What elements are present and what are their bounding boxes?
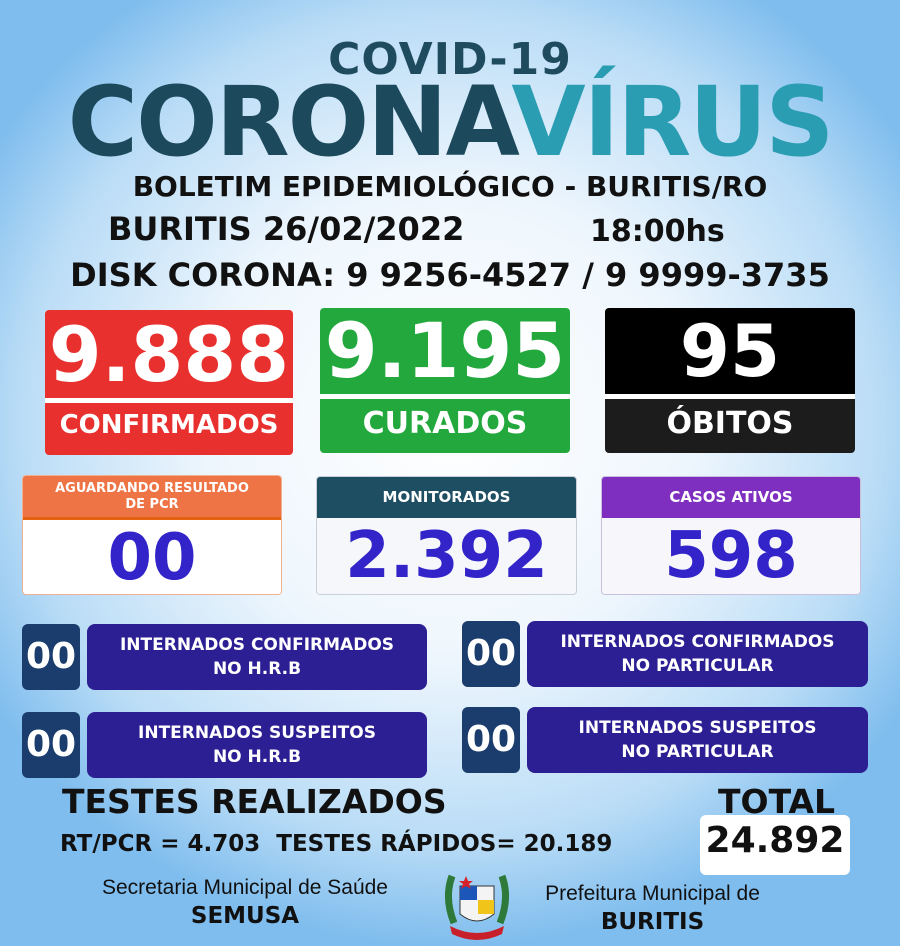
title-coronavirus: CORONAVÍRUS bbox=[0, 72, 900, 172]
hotline: DISK CORONA: 9 9256-4527 / 9 9999-3735 bbox=[70, 256, 830, 294]
bulletin-time: 18:00hs bbox=[590, 214, 725, 249]
cured-value: 9.195 bbox=[324, 308, 566, 395]
active-cases-card: CASOS ATIVOS 598 bbox=[601, 476, 861, 595]
awaiting-pcr-label-1: AGUARDANDO RESULTADO bbox=[55, 481, 249, 496]
monitored-value: 2.392 bbox=[317, 518, 576, 594]
cured-label: CURADOS bbox=[362, 406, 528, 441]
deaths-value: 95 bbox=[679, 309, 781, 393]
hosp-confirmed-hrb-value: 00 bbox=[22, 624, 80, 690]
semusa-label: SEMUSA bbox=[190, 903, 300, 929]
label-line: NO H.R.B bbox=[212, 659, 302, 679]
label-line: INTERNADOS CONFIRMADOS bbox=[119, 635, 395, 655]
confirmed-value: 9.888 bbox=[48, 310, 290, 399]
label-line: NO PARTICULAR bbox=[621, 656, 774, 676]
hosp-suspected-hrb-value: 00 bbox=[22, 712, 80, 778]
label-line: INTERNADOS SUSPEITOS bbox=[138, 723, 376, 743]
tests-title: TESTES REALIZADOS bbox=[62, 782, 447, 821]
awaiting-pcr-value: 00 bbox=[23, 520, 281, 594]
hosp-suspected-private-label: INTERNADOS SUSPEITOS NO PARTICULAR bbox=[527, 707, 868, 773]
deaths-label: ÓBITOS bbox=[666, 406, 794, 441]
monitored-label: MONITORADOS bbox=[317, 477, 576, 519]
tests-total-value: 24.892 bbox=[705, 820, 845, 861]
active-cases-label: CASOS ATIVOS bbox=[602, 477, 860, 519]
label-line: INTERNADOS CONFIRMADOS bbox=[560, 632, 835, 652]
confirmed-card: 9.888 CONFIRMADOS bbox=[45, 310, 293, 455]
confirmed-label: CONFIRMADOS bbox=[59, 410, 279, 440]
tests-total-box bbox=[700, 815, 850, 875]
hosp-confirmed-private-label: INTERNADOS CONFIRMADOS NO PARTICULAR bbox=[527, 621, 868, 687]
buritis-coat-of-arms-logo bbox=[445, 874, 509, 940]
hosp-confirmed-hrb-label: INTERNADOS CONFIRMADOS NO H.R.B bbox=[87, 624, 427, 690]
label-line: NO H.R.B bbox=[212, 747, 302, 767]
secretaria-label: Secretaria Municipal de Saúde bbox=[101, 876, 388, 899]
hosp-suspected-hrb-label: INTERNADOS SUSPEITOS NO H.R.B bbox=[87, 712, 427, 778]
label-line: NO PARTICULAR bbox=[621, 742, 774, 762]
title-virus: VÍRUS bbox=[511, 66, 834, 178]
bulletin-title: BOLETIM EPIDEMIOLÓGICO - BURITIS/RO bbox=[132, 170, 768, 203]
bulletin-date: BURITIS 26/02/2022 bbox=[108, 210, 465, 248]
label-line: INTERNADOS SUSPEITOS bbox=[578, 718, 817, 738]
active-cases-value: 598 bbox=[602, 518, 860, 594]
tests-breakdown: RT/PCR = 4.703 TESTES RÁPIDOS= 20.189 bbox=[60, 831, 613, 857]
hosp-suspected-private-value: 00 bbox=[462, 707, 520, 773]
prefeitura-label: Prefeitura Municipal de bbox=[545, 882, 760, 905]
deaths-card: 95 ÓBITOS bbox=[605, 308, 855, 453]
tests-total-label: TOTAL bbox=[718, 782, 836, 821]
buritis-label: BURITIS bbox=[600, 909, 705, 935]
title-covid19: COVID-19 bbox=[328, 34, 572, 85]
awaiting-pcr-label-2: DE PCR bbox=[125, 497, 179, 512]
hosp-confirmed-private-value: 00 bbox=[462, 621, 520, 687]
title-corona: CORONA bbox=[67, 66, 514, 178]
monitored-card: MONITORADOS 2.392 bbox=[316, 476, 577, 595]
cured-card: 9.195 CURADOS bbox=[320, 308, 570, 453]
awaiting-pcr-card: AGUARDANDO RESULTADO DE PCR 00 bbox=[22, 475, 282, 595]
